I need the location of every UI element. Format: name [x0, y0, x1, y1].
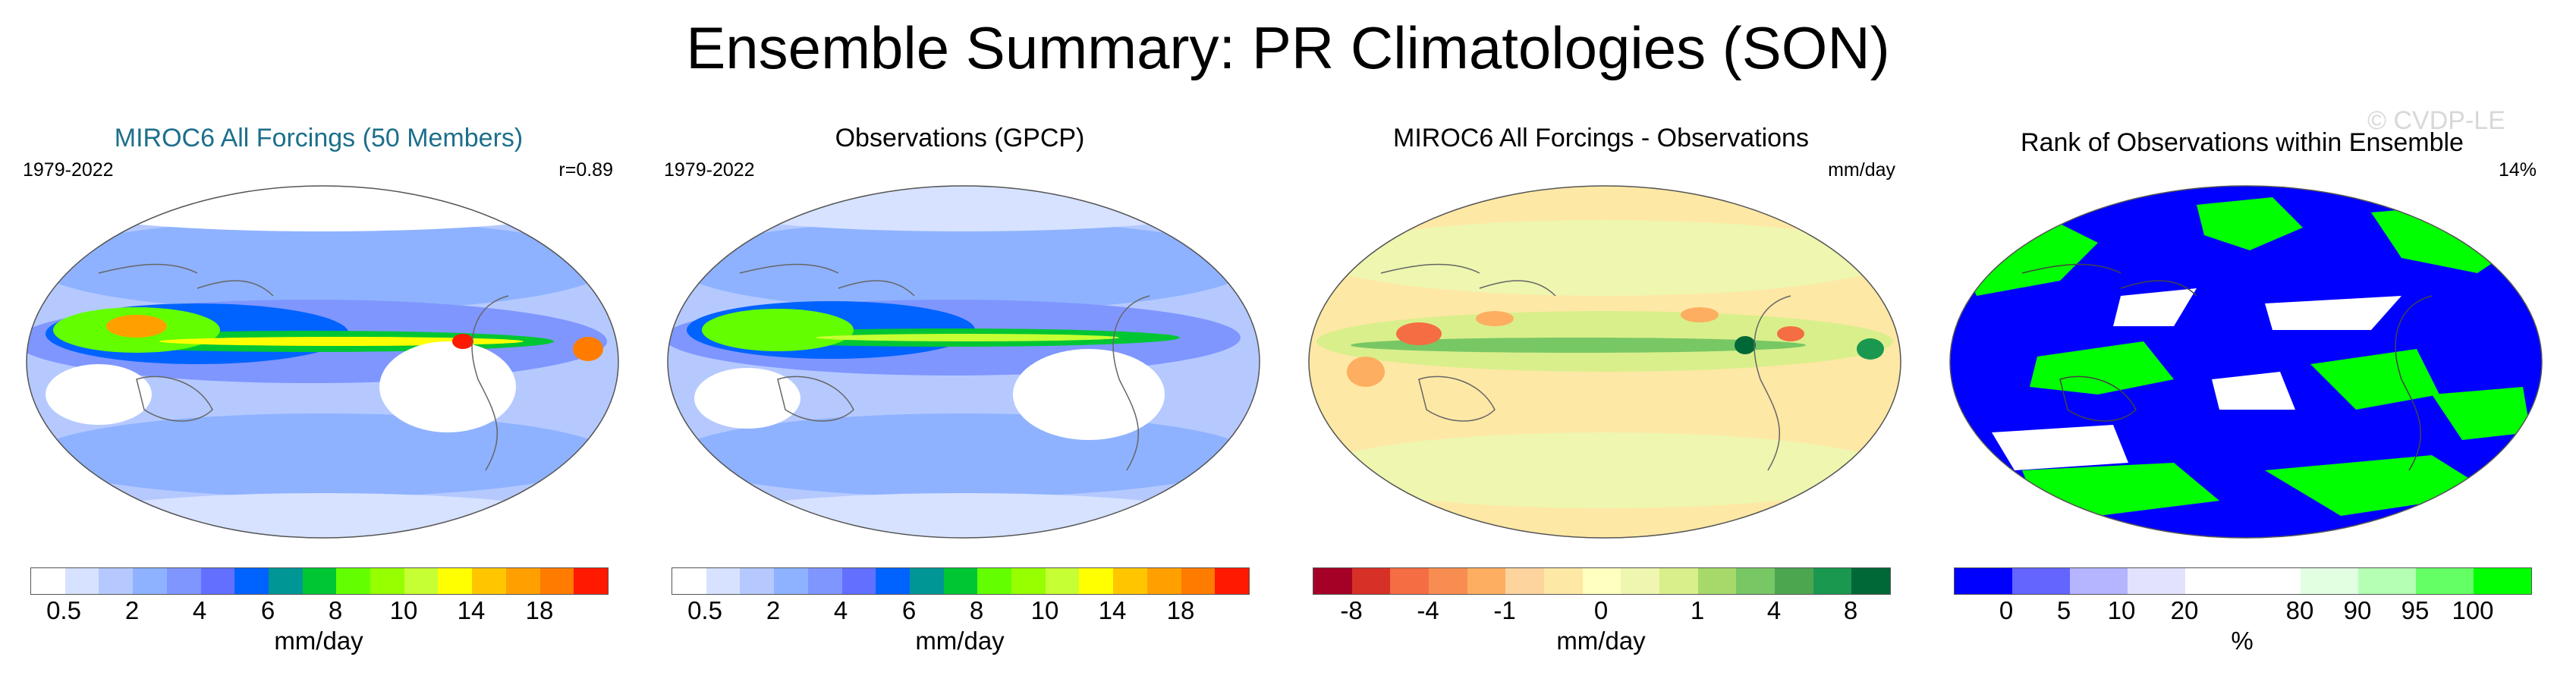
tick-label: -8	[1340, 596, 1363, 624]
precip-map-observations	[664, 182, 1263, 542]
tick-label: 4	[192, 596, 207, 624]
tick-label: 100	[2452, 596, 2494, 624]
tick-label: 18	[525, 596, 554, 624]
tick-label: 4	[833, 596, 848, 624]
tick-label: 8	[1843, 596, 1858, 624]
tick-label: 6	[260, 596, 275, 624]
units-label: mm/day	[915, 627, 1005, 655]
period-label: 1979-2022	[23, 159, 114, 181]
summary-percent: 14%	[2498, 159, 2537, 181]
tick-label: 10	[389, 596, 418, 624]
tick-label: 18	[1166, 596, 1195, 624]
main-title: Ensemble Summary: PR Climatologies (SON)	[686, 14, 1890, 81]
tick-label: 2	[124, 596, 140, 624]
tick-label: 0	[1593, 596, 1609, 624]
precip-map-model	[23, 182, 622, 542]
precip-difference-map	[1305, 182, 1904, 542]
colorbar	[1313, 567, 1891, 595]
tick-label: 90	[2343, 596, 2372, 624]
period-label: 1979-2022	[664, 159, 755, 181]
tick-label: 14	[1098, 596, 1127, 624]
watermark: © CVDP-LE	[2367, 106, 2505, 135]
tick-label: 0.5	[46, 596, 81, 624]
tick-label: 8	[969, 596, 984, 624]
correlation-label: r=0.89	[558, 159, 613, 181]
units-label: mm/day	[1556, 627, 1646, 655]
panel-difference: MIROC6 All Forcings - Observations mm/da…	[1290, 114, 1912, 675]
units-label: mm/day	[274, 627, 363, 655]
colorbar	[30, 567, 609, 595]
tick-label: 8	[328, 596, 343, 624]
panel-observations: Observations (GPCP) 1979-2022	[649, 114, 1271, 675]
tick-label: 10	[1030, 596, 1059, 624]
tick-label: -1	[1493, 596, 1516, 624]
tick-label: 0.5	[687, 596, 722, 624]
tick-label: 5	[2056, 596, 2071, 624]
colorbar-ticks: -8 -4 -1 0 1 4 8	[1313, 596, 1889, 627]
panel-title: MIROC6 All Forcings - Observations	[1393, 124, 1809, 152]
colorbar-ticks: 0.5 2 4 6 8 10 14 18	[30, 596, 607, 627]
colorbar	[672, 567, 1250, 595]
colorbar-ticks: 0.5 2 4 6 8 10 14 18	[672, 596, 1248, 627]
colorbar-ticks: 0 5 10 20 80 90 95 100	[1954, 596, 2530, 627]
panel-rank: Rank of Observations within Ensemble 14%	[1931, 114, 2553, 675]
tick-label: 6	[901, 596, 917, 624]
tick-label: 10	[2107, 596, 2136, 624]
tick-label: -4	[1417, 596, 1439, 624]
tick-label: 14	[457, 596, 486, 624]
panel-model: MIROC6 All Forcings (50 Members) 1979-20…	[8, 114, 630, 675]
units-corner-label: mm/day	[1828, 159, 1895, 181]
panel-title: Rank of Observations within Ensemble	[2021, 128, 2464, 157]
colorbar	[1954, 567, 2532, 595]
panel-title: Observations (GPCP)	[835, 124, 1085, 152]
tick-label: 80	[2285, 596, 2314, 624]
tick-label: 1	[1690, 596, 1705, 624]
units-label: %	[2231, 627, 2254, 655]
tick-label: 4	[1766, 596, 1782, 624]
tick-label: 95	[2401, 596, 2430, 624]
rank-map	[1946, 182, 2546, 542]
tick-label: 2	[766, 596, 781, 624]
tick-label: 20	[2170, 596, 2199, 624]
panel-title: MIROC6 All Forcings (50 Members)	[114, 124, 524, 152]
tick-label: 0	[1999, 596, 2014, 624]
